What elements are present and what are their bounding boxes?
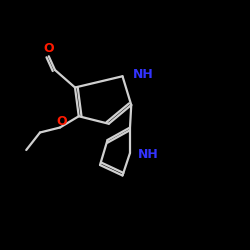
Text: O: O (44, 42, 54, 55)
Text: NH: NH (138, 148, 158, 161)
Text: NH: NH (132, 68, 153, 82)
Text: O: O (56, 115, 66, 128)
